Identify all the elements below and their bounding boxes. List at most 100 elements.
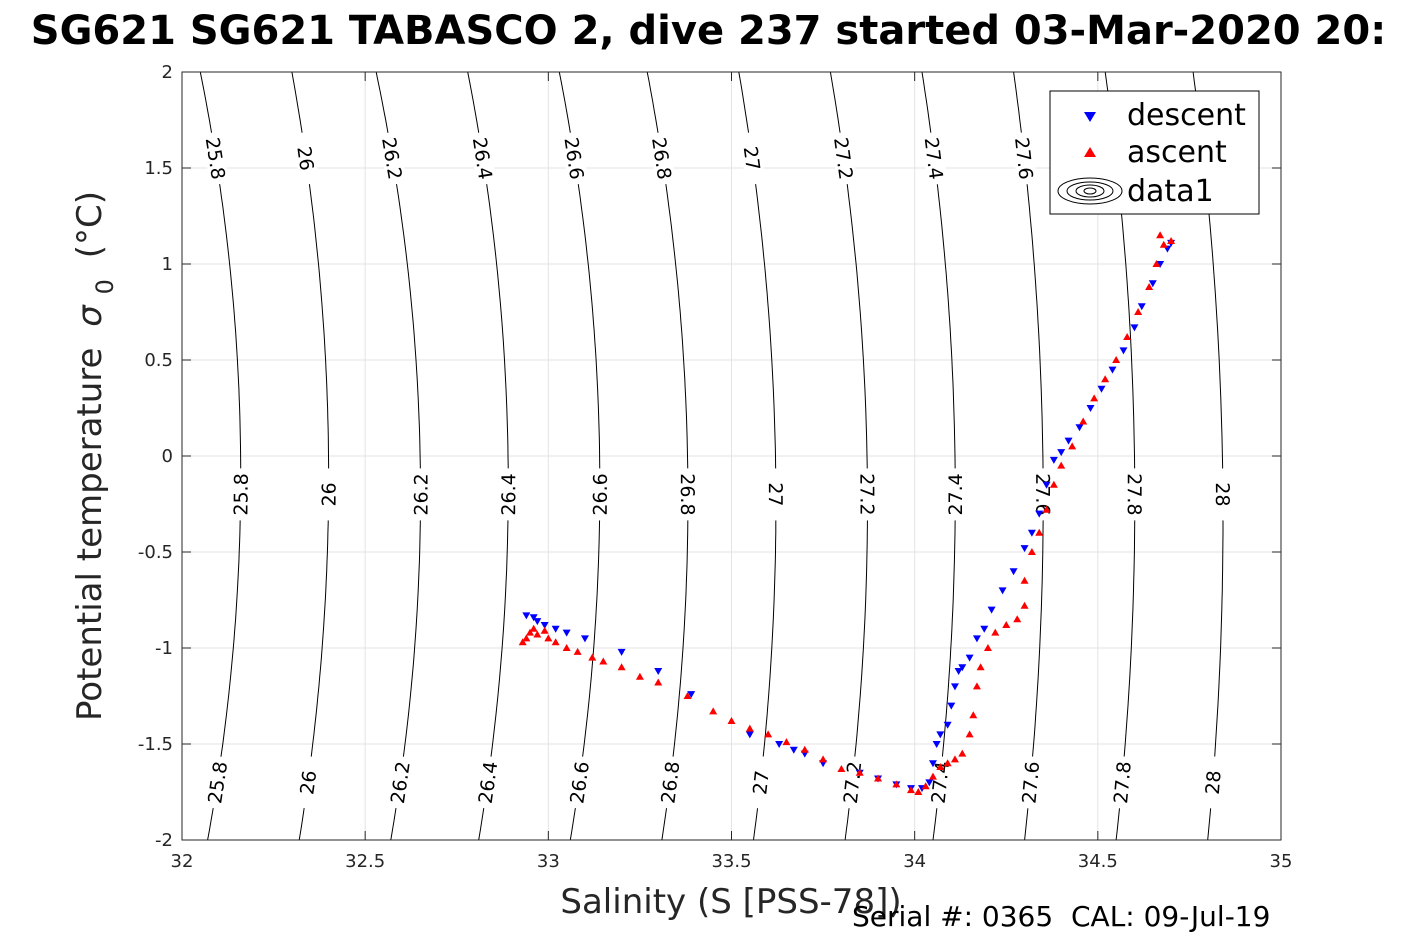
density-contour-line: [738, 71, 777, 841]
descent-point: [947, 702, 956, 710]
contour-label-gap: [921, 131, 948, 186]
ascent-point: [943, 759, 952, 767]
ascent-point: [1057, 461, 1066, 469]
ascent-point: [526, 628, 535, 636]
contour-label-gap: [1011, 131, 1038, 186]
legend-box: [1049, 90, 1260, 215]
data-points: [518, 231, 1176, 795]
descent-point: [958, 664, 967, 672]
descent-point: [1130, 324, 1139, 332]
contour-label: 26.2: [410, 473, 432, 515]
descent-point: [943, 721, 952, 729]
contour-label-gap: [1109, 755, 1135, 810]
ascent-series: [518, 231, 1176, 795]
y-axis-label: Potential temperature σ 0 (°C): [70, 191, 119, 721]
contour-label: 27.6: [1010, 136, 1037, 180]
ascent-point: [1027, 548, 1036, 555]
contour-label: 27: [739, 145, 764, 172]
ascent-point: [518, 638, 527, 646]
ascent-point: [965, 730, 974, 738]
descent-point: [1148, 280, 1157, 288]
legend-contour-icon: [1057, 177, 1123, 205]
ascent-point: [976, 663, 985, 671]
descent-point: [1020, 545, 1029, 553]
descent-point: [562, 629, 571, 637]
ascent-point: [928, 772, 937, 780]
ascent-point: [573, 647, 582, 655]
y-tick-label: 1: [162, 254, 173, 275]
descent-point: [551, 625, 560, 633]
contour-label: 28: [1202, 770, 1226, 796]
ascent-point: [1090, 394, 1099, 402]
contour-label-gap: [1124, 468, 1145, 521]
density-contour-line: [921, 71, 956, 841]
y-axis-label-text: Potential temperature: [70, 348, 110, 721]
ascent-point: [991, 628, 1000, 636]
contour-label-gap: [294, 755, 322, 810]
ascent-point: [1035, 528, 1044, 536]
legend: descent ascent data1: [1049, 90, 1260, 215]
descent-point: [1049, 456, 1058, 464]
y-axis-ticks: -2 -1.5 -1 -0.5 0 0.5 1 1.5 2: [138, 62, 1281, 851]
descent-point: [1075, 424, 1084, 432]
ascent-point: [800, 745, 809, 753]
descent-point: [1156, 261, 1165, 268]
x-tick-label: 34: [903, 851, 926, 872]
ascent-point: [562, 644, 571, 651]
legend-data1-label: data1: [1127, 174, 1214, 209]
y-tick-label: 1.5: [144, 158, 173, 179]
descent-point: [745, 731, 754, 739]
descent-point: [954, 668, 963, 676]
descent-point: [789, 746, 798, 754]
ascent-point: [914, 788, 923, 795]
descent-point: [928, 760, 937, 768]
contour-label-gap: [945, 468, 966, 521]
ascent-point: [1020, 576, 1029, 584]
contour-label-gap: [927, 755, 953, 810]
descent-point: [1042, 481, 1051, 489]
ascent-point: [1013, 615, 1022, 623]
ascent-point: [1145, 283, 1154, 291]
contour-label: 27.4: [945, 473, 967, 515]
ascent-point: [745, 724, 754, 732]
contour-label: 27.2: [855, 473, 877, 515]
ascent-point: [892, 780, 901, 788]
figure-title: SG621 SG621 TABASCO 2, dive 237 started …: [30, 8, 1387, 54]
descent-point: [1108, 366, 1117, 374]
descent-point: [775, 741, 784, 748]
x-tick-label: 34.5: [1078, 851, 1118, 872]
descent-point: [1119, 347, 1128, 355]
contour-label: 27.6: [1031, 473, 1053, 515]
descent-point: [540, 621, 549, 629]
descent-point: [980, 625, 989, 633]
ascent-point: [1159, 240, 1168, 248]
descent-point: [1064, 437, 1073, 445]
contour-label: 27.8: [1110, 760, 1136, 804]
ascent-point: [950, 755, 959, 763]
descent-point: [617, 648, 626, 656]
descent-point: [925, 779, 934, 787]
contour-label-gap: [565, 755, 593, 810]
contour-label: 26.6: [590, 473, 612, 515]
contour-label-gap: [1212, 468, 1234, 521]
descent-point: [533, 618, 542, 626]
ascent-point: [599, 657, 608, 665]
ascent-point: [654, 678, 663, 686]
ascent-point: [1152, 260, 1161, 267]
descent-point: [932, 741, 941, 748]
ascent-point: [837, 764, 846, 772]
ascent-point: [1134, 308, 1143, 315]
ascent-point: [709, 707, 718, 715]
contour-label-gap: [839, 755, 865, 810]
contour-label: 26: [318, 482, 340, 506]
contour-label: 27: [764, 482, 786, 506]
x-axis-label: Salinity (S [PSS-78]): [560, 882, 901, 922]
ascent-point: [855, 768, 864, 776]
descent-series: [522, 239, 1176, 793]
contour-label-gap: [1200, 755, 1225, 810]
ascent-point: [1042, 505, 1051, 513]
ascent-point: [1123, 332, 1132, 340]
contour-label-gap: [203, 755, 232, 810]
contour-label-gap: [410, 468, 431, 521]
ascent-point: [764, 730, 773, 738]
